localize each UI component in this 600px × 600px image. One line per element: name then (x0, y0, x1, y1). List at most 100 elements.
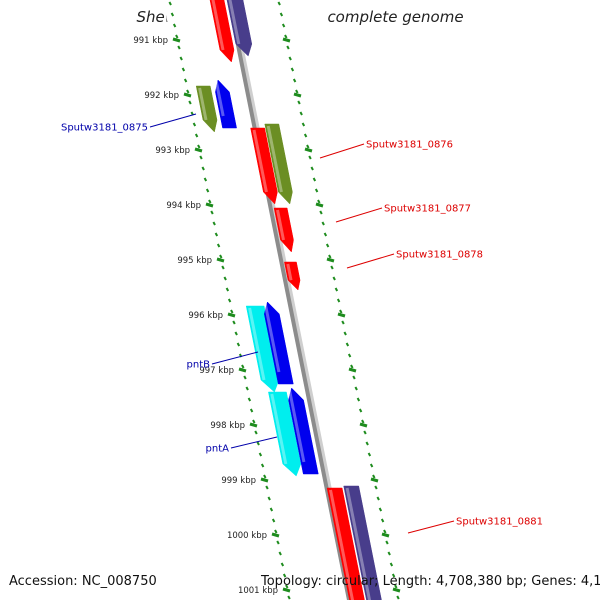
minor-tick-inner (230, 309, 234, 314)
gene-blue-pntA (288, 387, 319, 475)
minor-tick-outer (383, 529, 387, 534)
minor-tick-inner (225, 287, 230, 292)
tick-label: 991 kbp (133, 36, 168, 46)
gene-olive-0875 (195, 85, 218, 133)
minor-tick-inner (214, 232, 219, 237)
minor-tick-outer (369, 463, 374, 468)
leader-Sputw3181_0878 (346, 253, 395, 269)
major-tick-inner (249, 422, 258, 428)
minor-tick-outer (284, 34, 288, 39)
backbone-line (226, 0, 352, 600)
minor-tick-inner (274, 529, 278, 534)
leader-Sputw3181_0875 (149, 113, 197, 128)
major-tick-outer (370, 477, 379, 483)
minor-tick-outer (374, 485, 378, 490)
minor-tick-outer (367, 452, 372, 457)
minor-tick-inner (192, 122, 197, 127)
major-tick-inner (271, 532, 280, 538)
minor-tick-inner (278, 551, 282, 556)
gene-label-leaders (149, 113, 455, 534)
minor-tick-inner (186, 89, 190, 94)
minor-tick-inner (249, 408, 254, 413)
major-tick-inner (227, 312, 236, 318)
leader-pntA (230, 436, 278, 449)
minor-tick-inner (221, 265, 225, 270)
minor-tick-outer (396, 595, 400, 600)
minor-tick-inner (269, 507, 274, 512)
major-tick-inner (194, 147, 203, 153)
minor-tick-outer (372, 474, 376, 479)
gene-blue-0875 (215, 79, 237, 129)
gene-blue-pntA-highlight (288, 389, 306, 463)
gene-red-0877-highlight (276, 209, 285, 241)
gene-olive-0876 (264, 123, 293, 205)
major-tick-outer (359, 422, 368, 428)
minor-tick-inner (203, 177, 208, 182)
minor-tick-outer (376, 496, 380, 501)
gene-slate-0881 (343, 485, 382, 600)
minor-tick-inner (232, 320, 236, 325)
minor-tick-outer (361, 419, 365, 424)
minor-tick-outer (281, 23, 286, 28)
gene-red-0877 (273, 207, 294, 253)
minor-tick-outer (314, 188, 319, 193)
gene-label-Sputw3181_0875: Sputw3181_0875 (61, 123, 148, 134)
gene-blue-0875-highlight (214, 81, 225, 117)
minor-tick-outer (363, 430, 367, 435)
major-tick-outer (315, 202, 324, 208)
gene-label-pntA: pntA (206, 444, 230, 455)
minor-tick-inner (280, 562, 285, 567)
gene-cyan-pntB-highlight (248, 307, 266, 381)
minor-tick-outer (350, 364, 354, 369)
minor-tick-inner (179, 56, 183, 61)
minor-tick-inner (254, 430, 258, 435)
gene-olive-0876-highlight (266, 125, 283, 193)
minor-tick-outer (277, 1, 281, 6)
major-tick-outer (293, 92, 302, 98)
accession-text: Accession: NC_008750 (9, 574, 157, 589)
minor-tick-outer (301, 122, 306, 127)
minor-tick-inner (241, 364, 245, 369)
major-tick-outer (381, 532, 390, 538)
minor-tick-outer (365, 441, 369, 446)
minor-tick-outer (325, 243, 330, 248)
minor-tick-inner (285, 584, 289, 589)
minor-tick-inner (201, 166, 205, 171)
minor-tick-inner (282, 573, 287, 578)
gene-cyan-pntB (245, 305, 280, 393)
minor-tick-inner (219, 254, 223, 259)
minor-tick-inner (183, 78, 188, 83)
minor-tick-inner (216, 243, 221, 248)
major-tick-inner (216, 257, 225, 263)
major-tick-inner (260, 477, 269, 483)
leader-pntB (211, 351, 259, 365)
minor-tick-outer (358, 408, 363, 413)
minor-tick-outer (306, 144, 310, 149)
minor-tick-inner (175, 34, 179, 39)
minor-tick-outer (343, 331, 347, 336)
gene-slate-top (226, 0, 253, 57)
gene-label-Sputw3181_0877: Sputw3181_0877 (384, 204, 471, 215)
minor-tick-outer (295, 89, 299, 94)
minor-tick-outer (378, 507, 383, 512)
minor-tick-outer (389, 562, 394, 567)
minor-tick-inner (267, 496, 271, 501)
leader-Sputw3181_0881 (407, 520, 455, 534)
minor-tick-inner (188, 100, 192, 105)
gene-red-0881-highlight (329, 489, 355, 600)
minor-tick-inner (265, 485, 269, 490)
major-tick-inner (238, 367, 247, 373)
gene-label-Sputw3181_0881: Sputw3181_0881 (456, 517, 543, 528)
minor-tick-outer (317, 199, 321, 204)
major-tick-outer (304, 147, 313, 153)
minor-tick-inner (258, 452, 263, 457)
minor-tick-inner (212, 221, 216, 226)
tick-label: 995 kbp (177, 256, 212, 266)
gene-red-0876-highlight (252, 129, 268, 193)
minor-tick-inner (199, 155, 203, 160)
minor-tick-outer (319, 210, 323, 215)
minor-tick-inner (181, 67, 186, 72)
minor-tick-inner (247, 397, 252, 402)
major-tick-inner (205, 202, 214, 208)
